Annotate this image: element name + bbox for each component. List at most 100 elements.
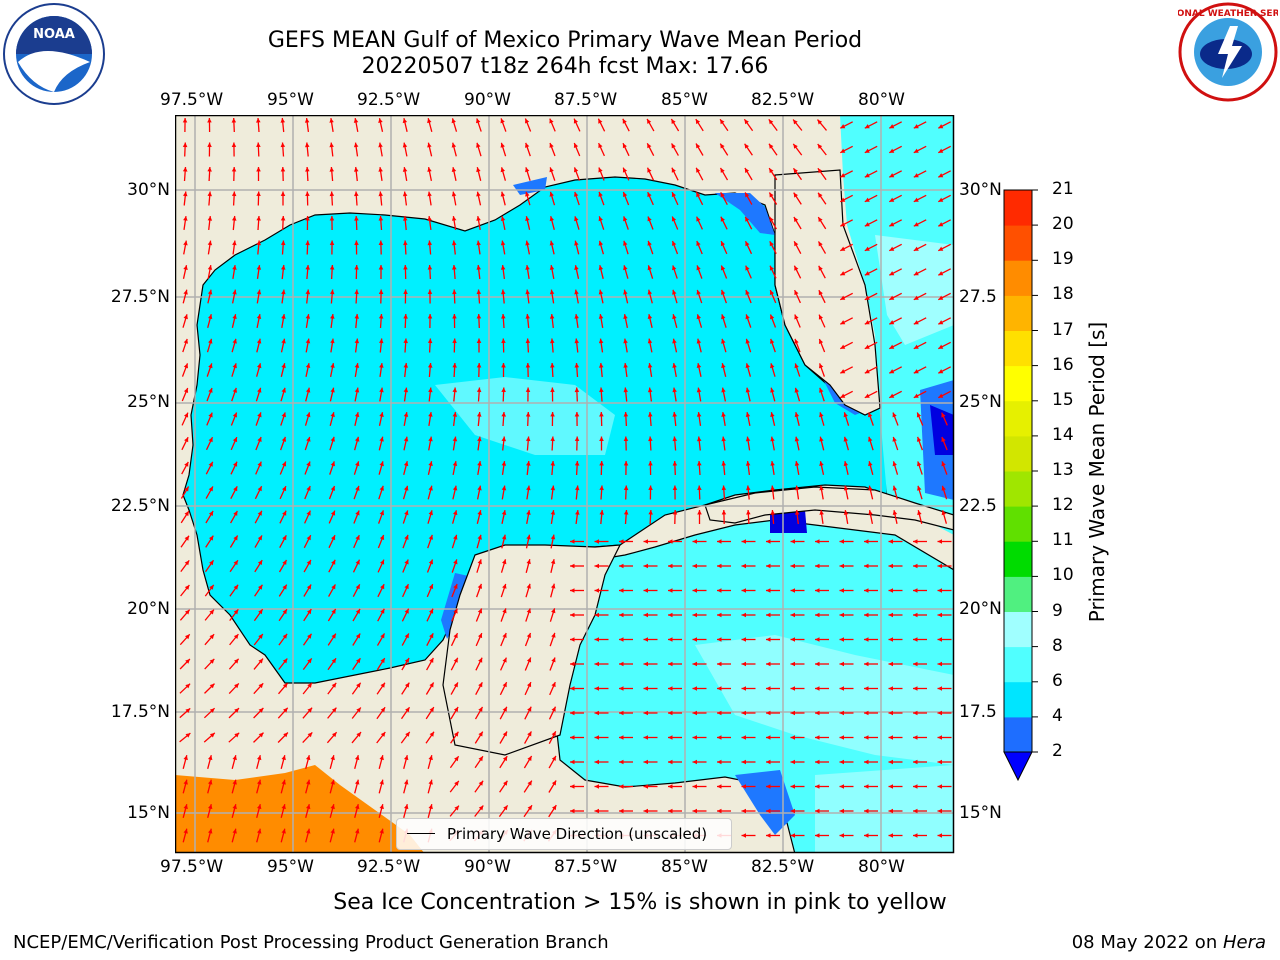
wave-arrowhead [888, 588, 893, 593]
wave-arrowhead [741, 784, 746, 789]
footer-machine: Hera [1222, 932, 1266, 953]
wave-arrowhead [696, 314, 701, 320]
wave-arrowhead [330, 314, 335, 319]
wave-arrowhead [503, 805, 508, 811]
wave-arrowhead [619, 612, 624, 618]
wave-arrowhead [594, 637, 599, 642]
wave-arrowhead [570, 710, 575, 716]
wave-arrowhead [209, 560, 214, 566]
wave-arrowhead [892, 436, 897, 442]
wave-arrowhead [330, 779, 335, 785]
wave-arrowhead [913, 539, 918, 544]
wave-arrowhead [380, 584, 385, 590]
wave-arrowhead [355, 436, 360, 442]
wave-arrowhead [672, 485, 678, 490]
wave-arrowhead [623, 461, 629, 466]
colorbar [1003, 189, 1038, 782]
wave-arrowhead [478, 731, 483, 737]
wave-arrowhead [598, 191, 603, 197]
wave-arrowhead [745, 192, 750, 198]
wave-arrowhead [770, 485, 775, 491]
wave-arrowhead [717, 735, 722, 740]
wave-arrowhead [256, 118, 261, 123]
wave-arrowhead [404, 755, 409, 761]
wave-arrowhead [570, 784, 575, 789]
wave-arrowhead [208, 511, 214, 516]
wave-arrowhead [232, 804, 237, 810]
wave-arrowhead [794, 265, 799, 271]
wave-arrowhead [570, 588, 575, 593]
wave-arrowhead [619, 563, 624, 569]
wave-arrowhead [888, 833, 893, 838]
wave-arrowhead [258, 683, 264, 689]
wave-arrowhead [766, 833, 771, 838]
wave-arrowhead [428, 755, 433, 761]
wave-arrowhead [503, 780, 508, 786]
wave-arrowhead [570, 539, 575, 544]
wave-arrowhead [403, 461, 409, 467]
wave-arrowhead [839, 784, 844, 789]
colorbar-tick-label: 10 [1052, 565, 1074, 586]
wave-arrowhead [818, 241, 823, 247]
colorbar-cell [1004, 541, 1032, 577]
colorbar-cell [1004, 646, 1032, 683]
wave-arrowhead [551, 706, 556, 712]
wave-arrowhead [790, 661, 795, 667]
wave-arrowhead [619, 661, 624, 667]
wave-arrowhead [282, 633, 288, 639]
wave-arrowhead [790, 612, 795, 618]
wave-arrowhead [574, 191, 579, 197]
wave-arrowhead [256, 142, 261, 147]
wave-arrowhead [452, 289, 457, 295]
wave-arrowhead [695, 119, 701, 125]
pacific-water [175, 765, 425, 853]
wave-arrowhead [937, 588, 942, 593]
wave-arrowhead [281, 314, 286, 319]
wave-arrowhead [526, 461, 531, 466]
wave-arrowhead [717, 808, 722, 814]
wave-arrowhead [573, 118, 578, 124]
wave-arrowhead [917, 510, 922, 516]
wave-arrowhead [379, 779, 384, 785]
wave-arrowhead [354, 387, 360, 393]
wave-arrowhead [697, 485, 702, 490]
wave-arrowhead [864, 295, 870, 300]
wave-arrowhead [233, 535, 238, 541]
wave-arrowhead [281, 363, 286, 369]
wave-arrowhead [380, 707, 386, 713]
wave-arrowhead [379, 510, 384, 516]
wave-arrowhead [721, 436, 726, 442]
wave-arrowhead [648, 436, 653, 442]
wave-arrowhead [207, 118, 212, 123]
wave-arrowhead [745, 461, 751, 466]
wave-arrowhead [477, 559, 482, 565]
wave-arrowhead [692, 784, 697, 789]
wave-arrowhead [770, 461, 775, 466]
wave-arrowhead [478, 805, 484, 811]
wave-arrowhead [623, 412, 629, 417]
wave-arrowhead [913, 173, 919, 178]
wave-arrowhead [668, 759, 673, 765]
wave-arrowhead [282, 560, 287, 565]
wave-arrowhead [405, 731, 410, 737]
wave-arrowhead [526, 633, 531, 638]
wave-arrowhead [355, 461, 360, 467]
wave-arrowhead [231, 167, 237, 172]
wave-arrowhead [379, 535, 385, 540]
wave-arrowhead [501, 510, 507, 515]
lon-label: 92.5°W [357, 857, 421, 877]
wave-arrowhead [550, 461, 555, 466]
wave-arrowhead [452, 436, 458, 442]
wave-arrowhead [941, 461, 946, 467]
florida-peninsula [774, 169, 881, 416]
wave-arrowhead [599, 510, 604, 515]
wave-arrowhead [551, 608, 556, 614]
wave-arrowhead [839, 686, 844, 691]
wave-arrowhead [839, 563, 844, 569]
wave-arrowhead [209, 535, 214, 541]
wave-arrowhead [402, 142, 408, 148]
wave-arrowhead [281, 289, 286, 295]
wave-arrowhead [647, 338, 653, 344]
map-legend: Primary Wave Direction (unscaled) [396, 818, 732, 850]
wave-arrowhead [208, 804, 213, 810]
